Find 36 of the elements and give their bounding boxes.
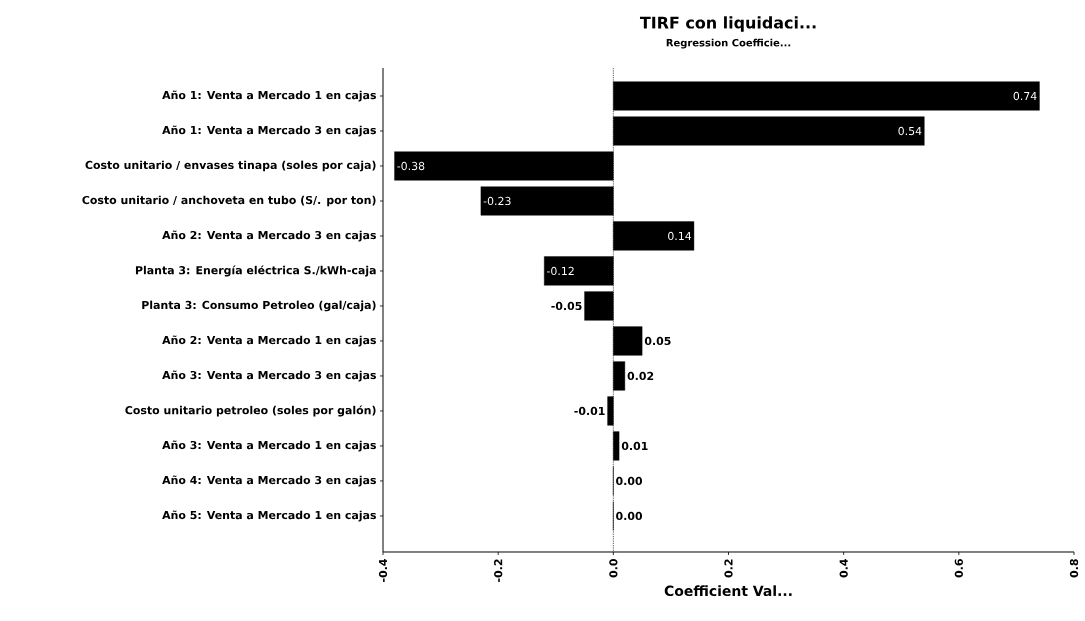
data-label: -0.01 [574, 406, 605, 416]
x-tick-label: -0.4 [378, 559, 388, 582]
x-tick-label: 0.8 [1069, 559, 1079, 578]
y-tick-label: Planta 3: Energía eléctrica S./kWh-caja [135, 265, 376, 277]
y-tick-label: Costo unitario / anchoveta en tubo (S/. por ton) [82, 195, 376, 207]
y-tick-label: Año 3: Venta a Mercado 3 en cajas [162, 370, 376, 382]
y-tick-label: Planta 3: Consumo Petroleo (gal/caja) [142, 300, 376, 312]
y-tick-label: Costo unitario petroleo (soles por galón) [125, 405, 376, 417]
y-tick-label: Costo unitario / envases tinapa (soles por caja) [85, 160, 376, 172]
y-tick-label: Año 5: Venta a Mercado 1 en cajas [162, 510, 376, 522]
data-label: 0.02 [627, 371, 654, 381]
data-label: 0.00 [616, 476, 643, 486]
x-axis-title: Coefficient Val... [664, 585, 792, 597]
data-label: -0.38 [397, 161, 425, 171]
x-tick-label: 0.6 [954, 559, 963, 578]
data-label: 0.01 [621, 441, 648, 451]
x-tick-label: 0.2 [724, 559, 733, 578]
y-tick-label: Año 1: Venta a Mercado 1 en cajas [162, 90, 376, 102]
y-tick-label: Año 4: Venta a Mercado 3 en cajas [162, 475, 376, 487]
data-label: -0.05 [551, 301, 582, 311]
y-tick-label: Año 2: Venta a Mercado 1 en cajas [162, 335, 376, 347]
x-tick-label: 0.0 [609, 559, 618, 578]
data-label: 0.74 [1013, 91, 1037, 101]
data-label: 0.05 [644, 336, 671, 346]
y-tick-label: Año 3: Venta a Mercado 1 en cajas [162, 440, 376, 452]
x-tick-label: 0.4 [839, 559, 848, 578]
data-label: -0.23 [483, 196, 511, 206]
chart-title: TIRF con liquidaci... [639, 16, 816, 32]
data-label: -0.12 [546, 266, 574, 276]
data-label: 0.00 [616, 511, 643, 521]
y-tick-label: Año 2: Venta a Mercado 3 en cajas [162, 230, 376, 242]
x-tick-label: -0.2 [494, 559, 503, 582]
chart-subtitle: Regression Coefficie... [666, 38, 791, 49]
data-label: 0.54 [898, 126, 922, 136]
y-tick-label: Año 1: Venta a Mercado 3 en cajas [162, 125, 376, 137]
data-label: 0.14 [668, 231, 692, 241]
